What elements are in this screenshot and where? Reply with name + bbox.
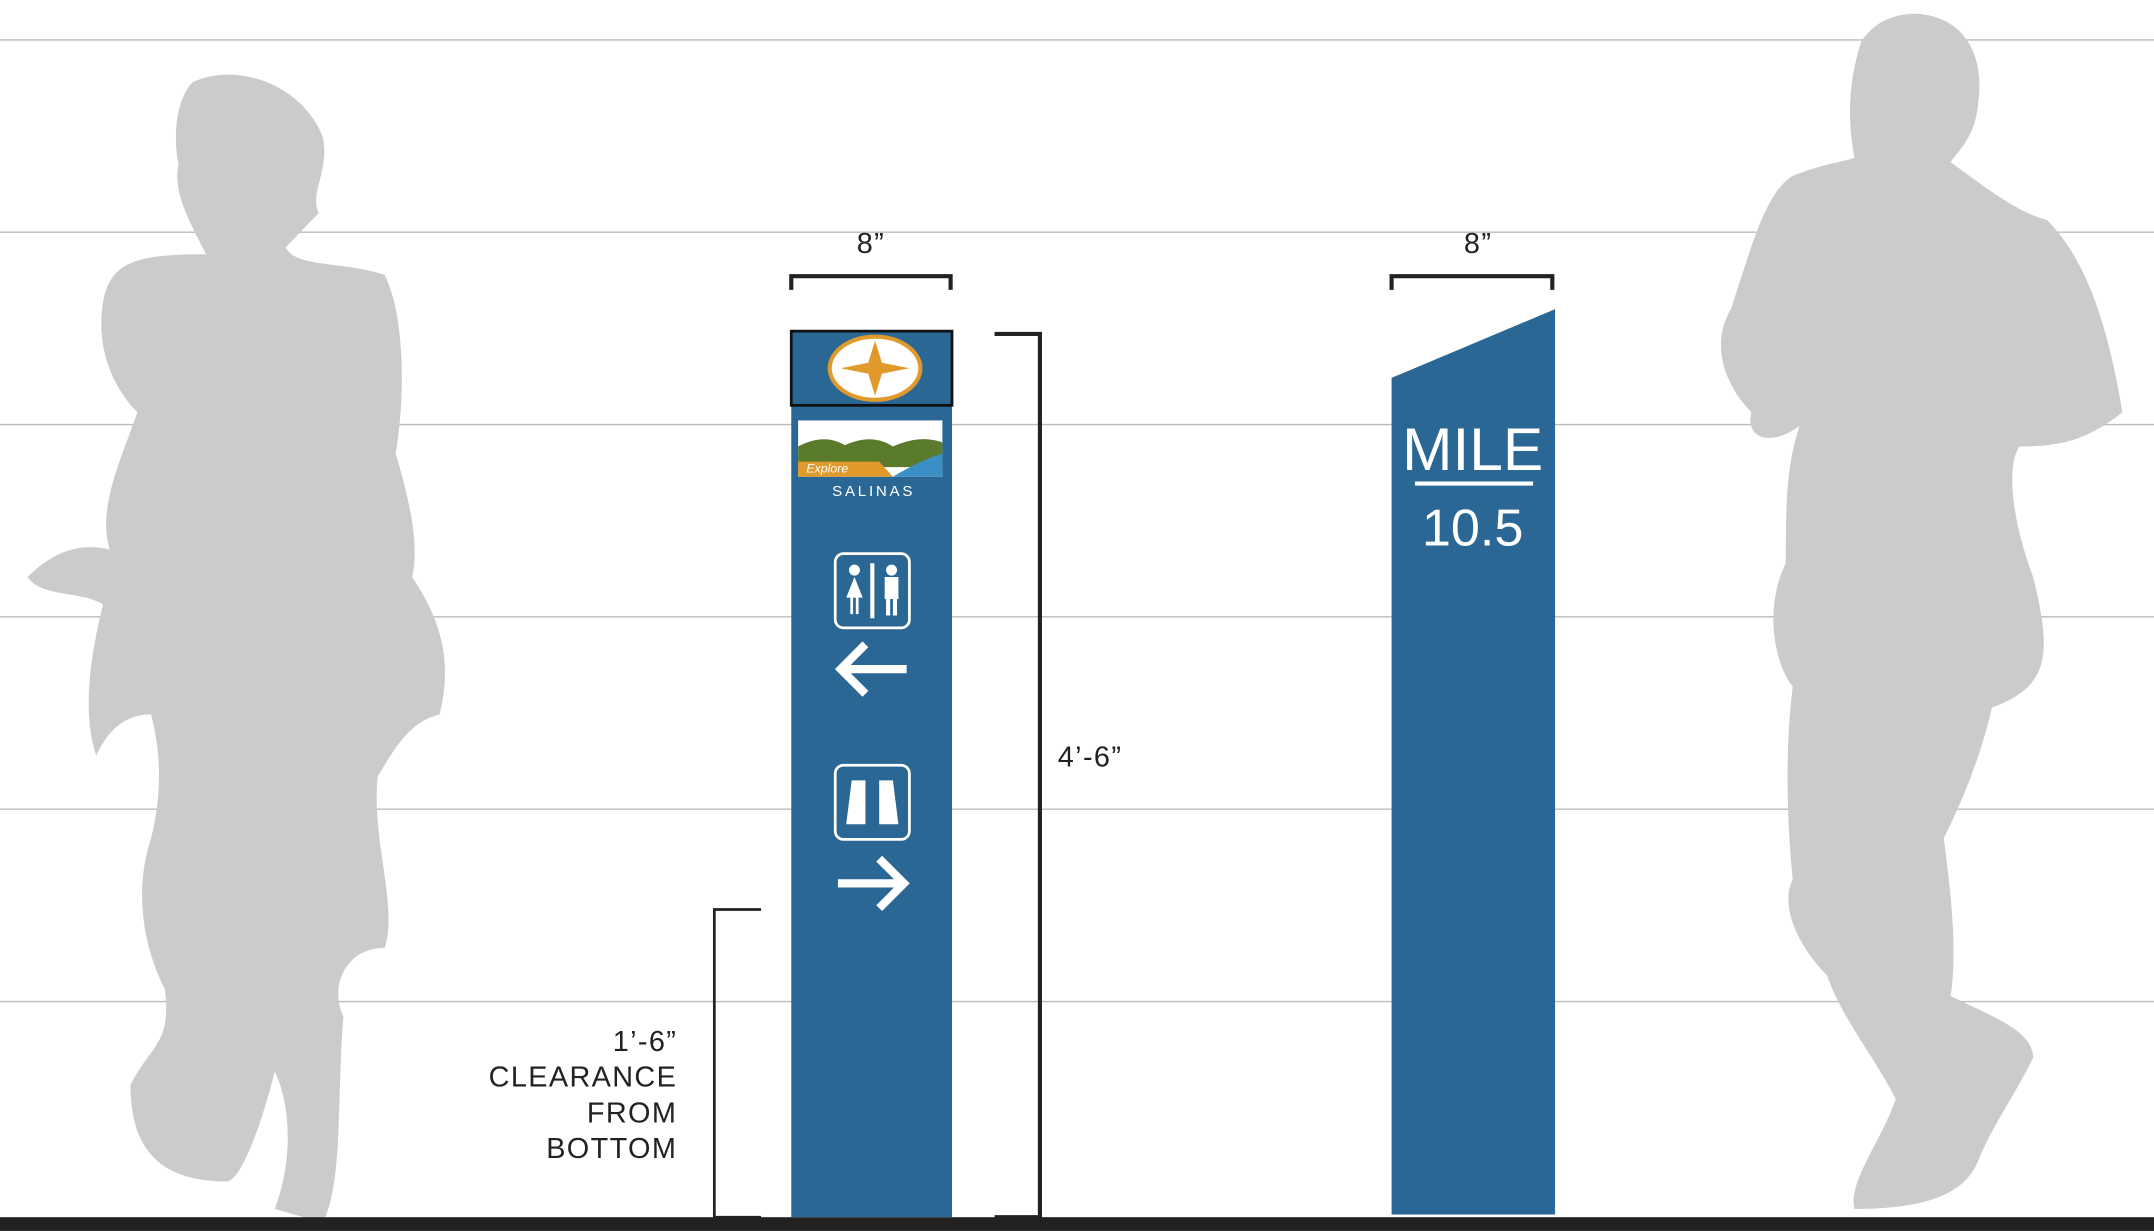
dimension-lines	[712, 274, 1555, 1220]
city-text: SALINAS	[832, 483, 915, 500]
width-label: 8”	[1464, 228, 1492, 260]
mile-number: 10.5	[1422, 499, 1524, 557]
clearance-label: 1’-6”	[613, 1026, 678, 1058]
brand-text: Explore	[806, 462, 848, 476]
ground	[0, 1217, 2154, 1231]
clearance-label: FROM	[587, 1097, 677, 1129]
runner-silhouette	[1720, 13, 2123, 1209]
cyclist-silhouette	[27, 74, 445, 1223]
width-label: 8”	[857, 228, 885, 260]
wayfinding-post: Explore SALINAS	[789, 329, 954, 1218]
clearance-label: CLEARANCE	[489, 1062, 678, 1094]
mile-text: MILE	[1402, 415, 1543, 483]
clearance-label: BOTTOM	[546, 1133, 677, 1165]
height-label: 4’-6”	[1058, 742, 1123, 774]
mile-marker: MILE 10.5	[1391, 309, 1556, 1215]
